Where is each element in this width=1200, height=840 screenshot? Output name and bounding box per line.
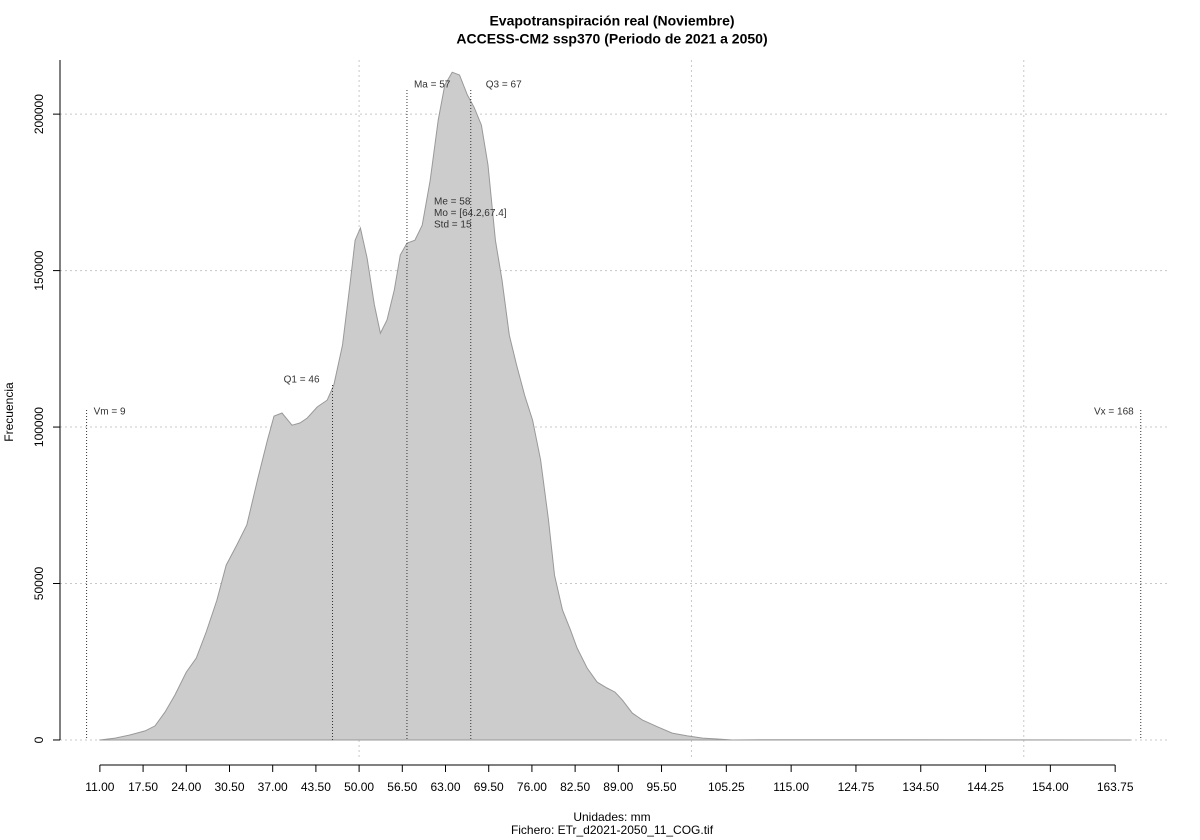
chart-subtitle: ACCESS-CM2 ssp370 (Periodo de 2021 a 205… <box>456 31 767 47</box>
x-tick-label: 124.75 <box>838 780 875 794</box>
x-tick-label: 95.50 <box>647 780 677 794</box>
stat-label: Q1 = 46 <box>284 375 320 386</box>
stat-label: Q3 = 67 <box>486 80 522 91</box>
stat-note: Me = 58 <box>434 197 471 208</box>
density-area <box>98 71 1132 741</box>
x-tick-label: 50.00 <box>344 780 374 794</box>
y-tick-label: 50000 <box>32 567 46 601</box>
y-tick-label: 0 <box>32 736 46 743</box>
stat-label: Ma = 57 <box>414 80 451 91</box>
x-tick-label: 56.50 <box>387 780 417 794</box>
y-tick-label: 150000 <box>32 250 46 290</box>
x-tick-label: 134.50 <box>902 780 939 794</box>
x-tick-label: 11.00 <box>85 780 114 794</box>
x-tick-label: 89.00 <box>603 780 633 794</box>
x-tick-label: 115.00 <box>773 780 809 794</box>
x-tick-label: 76.00 <box>517 780 547 794</box>
chart-title: Evapotranspiración real (Noviembre) <box>489 13 734 29</box>
stat-label: Vm = 9 <box>94 407 126 418</box>
x-tick-label: 30.50 <box>214 780 244 794</box>
y-tick-label: 200000 <box>32 94 46 134</box>
x-tick-label: 37.00 <box>258 780 288 794</box>
x-tick-label: 63.00 <box>430 780 460 794</box>
stat-note: Mo = [64.2,67.4] <box>434 208 507 219</box>
x-tick-label: 24.00 <box>171 780 201 794</box>
x-tick-label: 43.50 <box>301 780 331 794</box>
x-tick-label: 105.25 <box>708 780 745 794</box>
x-tick-label: 69.50 <box>474 780 504 794</box>
stat-label: Vx = 168 <box>1094 407 1134 418</box>
x-tick-label: 163.75 <box>1097 780 1134 794</box>
x-tick-label: 144.25 <box>967 780 1004 794</box>
x-tick-label: 17.50 <box>128 780 158 794</box>
caption: Fichero: ETr_d2021-2050_11_COG.tif <box>511 823 714 837</box>
x-tick-label: 154.00 <box>1032 780 1069 794</box>
x-axis-label: Unidades: mm <box>573 810 650 824</box>
stat-note: Std = 15 <box>434 220 472 231</box>
y-tick-label: 100000 <box>32 407 46 447</box>
y-axis-label: Frecuencia <box>2 382 16 442</box>
x-tick-label: 82.50 <box>560 780 590 794</box>
